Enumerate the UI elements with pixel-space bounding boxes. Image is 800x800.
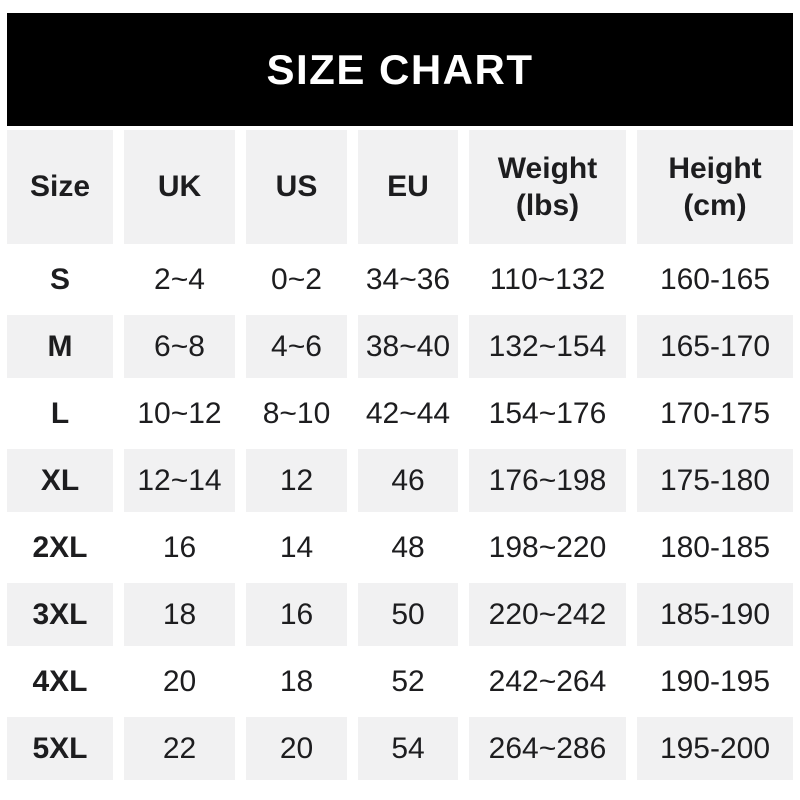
cell-uk: 18 <box>124 583 235 646</box>
header-label-wrap: Weight (lbs) <box>498 150 597 225</box>
cell-us: 4~6 <box>246 315 347 378</box>
cell-us: 0~2 <box>246 248 347 311</box>
cell-eu: 42~44 <box>358 382 458 445</box>
header-sublabel: (cm) <box>683 189 747 222</box>
header-cell-weight: Weight (lbs) <box>469 130 626 244</box>
cell-weight: 198~220 <box>469 516 626 579</box>
cell-weight: 264~286 <box>469 717 626 780</box>
cell-size: 4XL <box>7 650 113 713</box>
cell-weight: 176~198 <box>469 449 626 512</box>
banner: SIZE CHART <box>7 13 793 126</box>
cell-size: 3XL <box>7 583 113 646</box>
cell-weight: 220~242 <box>469 583 626 646</box>
header-label-wrap: US <box>276 168 318 206</box>
cell-us: 18 <box>246 650 347 713</box>
cell-uk: 2~4 <box>124 248 235 311</box>
cell-eu: 52 <box>358 650 458 713</box>
header-sublabel: (lbs) <box>515 189 580 222</box>
table-row-s: S 2~4 0~2 34~36 110~132 160-165 <box>7 248 793 311</box>
cell-height: 180-185 <box>637 516 793 579</box>
cell-size: L <box>7 382 113 445</box>
cell-uk: 12~14 <box>124 449 235 512</box>
cell-eu: 50 <box>358 583 458 646</box>
cell-us: 12 <box>246 449 347 512</box>
cell-weight: 110~132 <box>469 248 626 311</box>
table-row-m: M 6~8 4~6 38~40 132~154 165-170 <box>7 315 793 378</box>
table-row-l: L 10~12 8~10 42~44 154~176 170-175 <box>7 382 793 445</box>
table-row-4xl: 4XL 20 18 52 242~264 190-195 <box>7 650 793 713</box>
header-cell-size: Size <box>7 130 113 244</box>
cell-size: M <box>7 315 113 378</box>
cell-height: 190-195 <box>637 650 793 713</box>
cell-eu: 34~36 <box>358 248 458 311</box>
header-label: UK <box>157 170 202 204</box>
header-row: Size UK US EU Weight (lbs) <box>7 130 793 244</box>
header-label-wrap: EU <box>387 168 429 206</box>
size-table: Size UK US EU Weight (lbs) <box>7 130 793 780</box>
cell-height: 160-165 <box>637 248 793 311</box>
cell-uk: 22 <box>124 717 235 780</box>
table-row-5xl: 5XL 22 20 54 264~286 195-200 <box>7 717 793 780</box>
cell-height: 165-170 <box>637 315 793 378</box>
cell-weight: 154~176 <box>469 382 626 445</box>
page-title: SIZE CHART <box>266 45 534 93</box>
header-label: Size <box>29 170 91 204</box>
cell-uk: 20 <box>124 650 235 713</box>
table-row-2xl: 2XL 16 14 48 198~220 180-185 <box>7 516 793 579</box>
header-label: Weight <box>497 151 598 185</box>
cell-eu: 38~40 <box>358 315 458 378</box>
cell-size: S <box>7 248 113 311</box>
header-cell-height: Height (cm) <box>637 130 793 244</box>
cell-us: 20 <box>246 717 347 780</box>
cell-us: 14 <box>246 516 347 579</box>
cell-eu: 46 <box>358 449 458 512</box>
cell-eu: 48 <box>358 516 458 579</box>
table-row-3xl: 3XL 18 16 50 220~242 185-190 <box>7 583 793 646</box>
header-label-wrap: UK <box>158 168 201 206</box>
header-label-wrap: Height (cm) <box>668 150 761 225</box>
cell-uk: 6~8 <box>124 315 235 378</box>
header-cell-us: US <box>246 130 347 244</box>
cell-height: 170-175 <box>637 382 793 445</box>
cell-size: XL <box>7 449 113 512</box>
cell-weight: 242~264 <box>469 650 626 713</box>
header-cell-eu: EU <box>358 130 458 244</box>
cell-height: 195-200 <box>637 717 793 780</box>
table-row-xl: XL 12~14 12 46 176~198 175-180 <box>7 449 793 512</box>
header-label: EU <box>387 170 429 204</box>
cell-height: 175-180 <box>637 449 793 512</box>
header-label: Height <box>668 151 762 185</box>
cell-weight: 132~154 <box>469 315 626 378</box>
cell-size: 2XL <box>7 516 113 579</box>
header-label: US <box>275 170 318 204</box>
header-cell-uk: UK <box>124 130 235 244</box>
cell-us: 16 <box>246 583 347 646</box>
cell-uk: 10~12 <box>124 382 235 445</box>
cell-us: 8~10 <box>246 382 347 445</box>
header-label-wrap: Size <box>30 168 90 206</box>
cell-uk: 16 <box>124 516 235 579</box>
cell-size: 5XL <box>7 717 113 780</box>
cell-eu: 54 <box>358 717 458 780</box>
cell-height: 185-190 <box>637 583 793 646</box>
